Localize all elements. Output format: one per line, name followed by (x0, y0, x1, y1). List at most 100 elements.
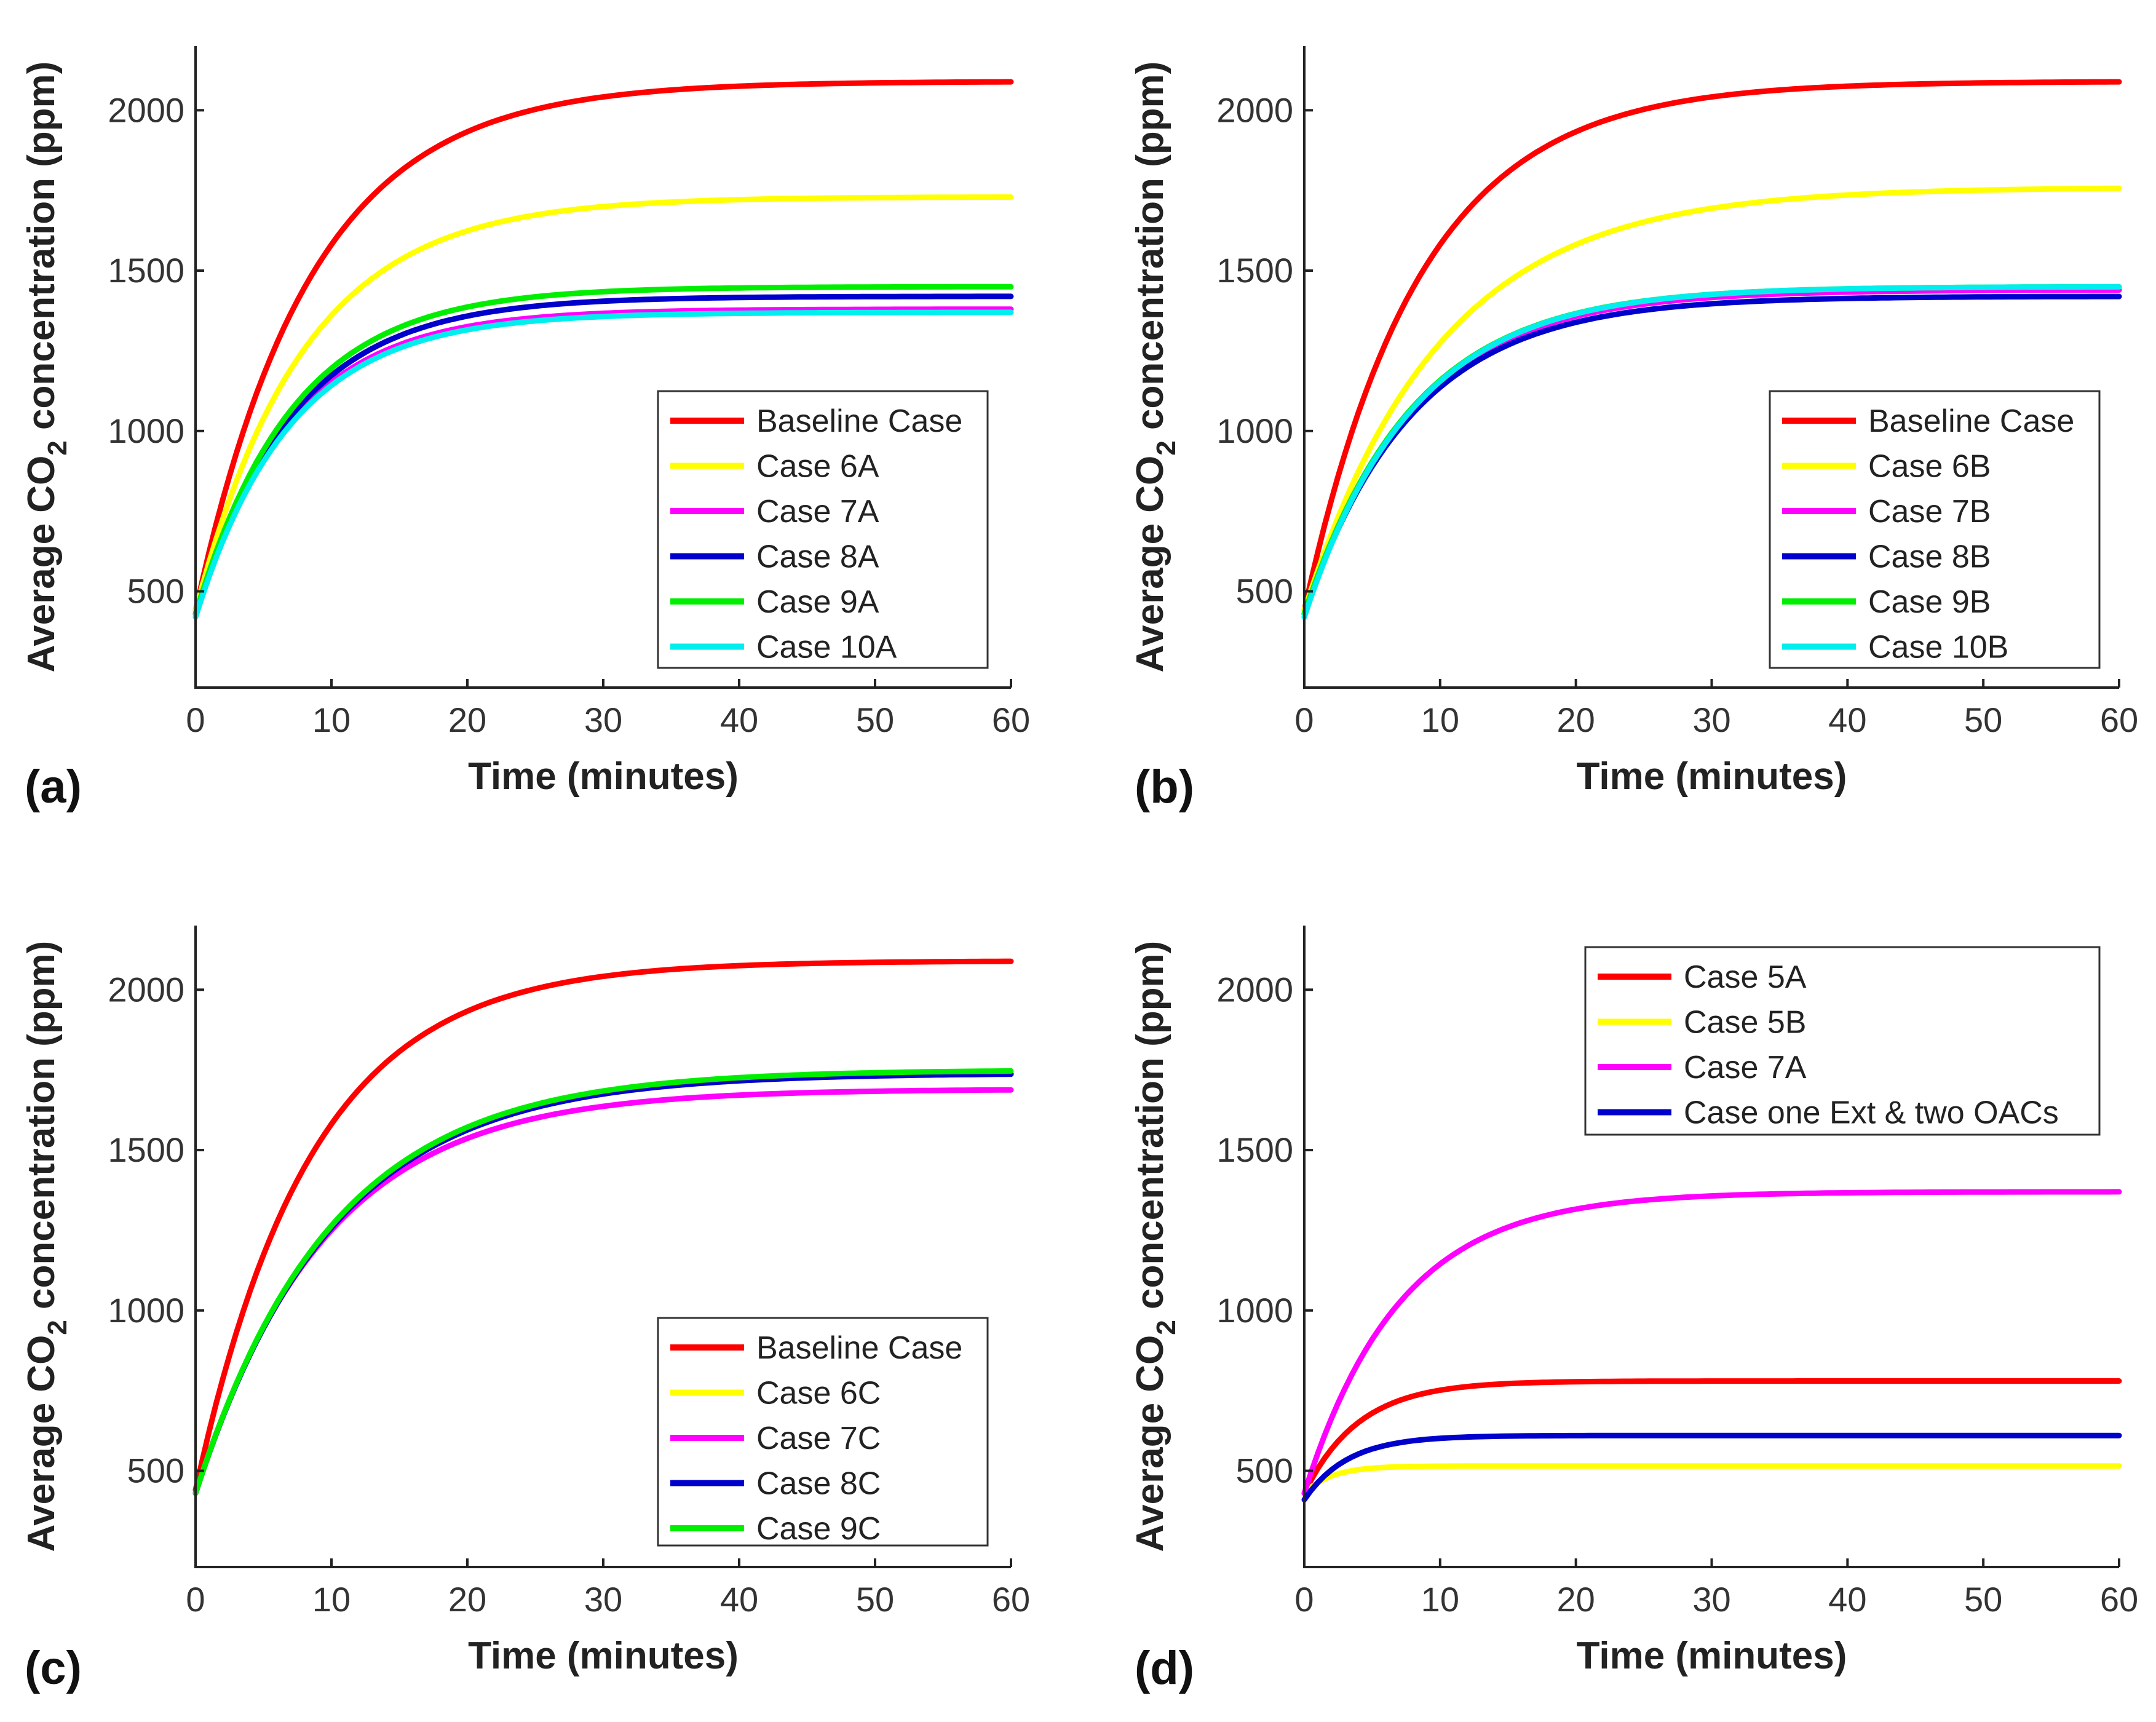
y-axis-label: Average CO2 concentration (ppm) (20, 62, 73, 673)
y-axis-label: Average CO2 concentration (ppm) (20, 941, 73, 1552)
panel-label: (b) (1135, 761, 1194, 813)
y-tick-label: 2000 (108, 970, 184, 1009)
x-tick-label: 0 (1294, 700, 1314, 739)
x-tick-label: 60 (992, 700, 1030, 739)
series-line (192, 958, 1014, 1493)
legend-label: Case 9B (1868, 584, 1991, 620)
x-tick-label: 60 (2100, 700, 2138, 739)
y-tick-label: 1000 (1216, 1291, 1293, 1330)
x-tick-label: 30 (1692, 1580, 1730, 1619)
x-tick-label: 60 (2100, 1580, 2138, 1619)
x-tick-label: 40 (720, 1580, 758, 1619)
y-tick-label: 500 (127, 1451, 184, 1490)
x-tick-label: 40 (720, 700, 758, 739)
x-tick-label: 10 (1421, 1580, 1459, 1619)
legend-box (1769, 390, 2101, 669)
y-tick-label: 2000 (108, 90, 184, 129)
legend-label: Case 10B (1868, 630, 2008, 665)
legend-label: Case 5A (1684, 959, 1807, 995)
y-tick-label: 2000 (1216, 970, 1293, 1009)
y-tick-label: 500 (1236, 572, 1293, 611)
x-tick-label: 30 (1692, 700, 1730, 739)
y-tick-label: 1000 (1216, 411, 1293, 450)
chart-panel-d: 0 10 20 30 40 50 60 500 1000 1500 2000 Time (minute… (1129, 926, 2138, 1694)
series-line (192, 194, 1014, 614)
x-tick-label: 50 (856, 700, 894, 739)
legend-label: Baseline Case (1868, 403, 2074, 439)
panel-label: (c) (25, 1642, 82, 1694)
series-line (192, 309, 1014, 620)
x-tick-label: 0 (1294, 1580, 1314, 1619)
legend-box (657, 390, 989, 669)
legend-box (657, 1317, 989, 1547)
legend: Baseline Case Case 6C Case 7C Case 8C Case 9… (657, 1317, 989, 1547)
x-tick-label: 30 (584, 1580, 622, 1619)
series-line (1301, 284, 2122, 620)
y-tick-label: 500 (127, 572, 184, 611)
legend-label: Case one Ext & two OACs (1684, 1095, 2059, 1131)
y-tick-label: 1500 (108, 251, 184, 290)
y-tick-label: 1500 (1216, 251, 1293, 290)
x-tick-label: 10 (312, 1580, 351, 1619)
legend-label: Case 9C (756, 1511, 881, 1547)
series-line (192, 284, 1014, 617)
x-tick-label: 10 (1421, 700, 1459, 739)
x-axis-label: Time (minutes) (468, 1635, 739, 1677)
legend-label: Case 7A (1684, 1050, 1807, 1085)
x-axis-label: Time (minutes) (1577, 755, 1847, 798)
legend: Baseline Case Case 6A Case 7A Case 8A Case 9… (657, 390, 989, 669)
series-line (192, 293, 1014, 617)
x-tick-label: 30 (584, 700, 622, 739)
x-tick-label: 60 (992, 1580, 1030, 1619)
x-tick-label: 10 (312, 700, 351, 739)
x-axis-label: Time (minutes) (1577, 1635, 1847, 1677)
legend-label: Case 6C (756, 1376, 881, 1411)
x-tick-label: 20 (1557, 1580, 1595, 1619)
legend-label: Case 8B (1868, 539, 1991, 575)
series-line (1301, 185, 2122, 614)
panel-label: (d) (1135, 1642, 1194, 1694)
legend-label: Case 6A (756, 449, 879, 485)
series-line (1301, 79, 2122, 614)
legend-label: Case 7B (1868, 494, 1991, 530)
series-line (192, 79, 1014, 614)
y-tick-label: 500 (1236, 1451, 1293, 1490)
y-axis-label: Average CO2 concentration (ppm) (1129, 62, 1181, 673)
panel-label: (a) (25, 761, 82, 813)
x-tick-label: 50 (1964, 1580, 2002, 1619)
legend-label: Case 8A (756, 539, 879, 575)
chart-panel-b: 0 10 20 30 40 50 60 500 1000 1500 2000 Time (minute… (1129, 46, 2138, 813)
series-line (1301, 1463, 2122, 1496)
x-tick-label: 20 (1557, 700, 1595, 739)
legend-label: Case 7A (756, 494, 879, 530)
x-tick-label: 0 (186, 700, 205, 739)
x-tick-label: 0 (186, 1580, 205, 1619)
x-axis-label: Time (minutes) (468, 755, 739, 798)
series-line (1301, 1189, 2122, 1496)
chart-panel-a: 0 10 20 30 40 50 60 500 1000 1500 2000 Time (minute… (20, 46, 1030, 813)
y-axis-label: Average CO2 concentration (ppm) (1129, 941, 1181, 1552)
y-tick-label: 1500 (108, 1130, 184, 1169)
x-tick-label: 50 (1964, 700, 2002, 739)
legend-label: Baseline Case (756, 1330, 962, 1366)
legend-label: Case 9A (756, 584, 879, 620)
legend-label: Case 6B (1868, 449, 1991, 485)
x-tick-label: 50 (856, 1580, 894, 1619)
legend: Baseline Case Case 6B Case 7B Case 8B Case 9… (1769, 390, 2101, 669)
legend-label: Case 7C (756, 1421, 881, 1456)
y-tick-label: 1500 (1216, 1130, 1293, 1169)
x-tick-label: 20 (448, 1580, 486, 1619)
x-tick-label: 40 (1828, 1580, 1866, 1619)
chart-panel-c: 0 10 20 30 40 50 60 500 1000 1500 2000 Time (minute… (20, 926, 1030, 1694)
y-tick-label: 2000 (1216, 90, 1293, 129)
series-line (1301, 1378, 2122, 1496)
series-line (1301, 293, 2122, 617)
y-tick-label: 1000 (108, 411, 184, 450)
series-line (1301, 1432, 2122, 1502)
legend-label: Baseline Case (756, 403, 962, 439)
legend-label: Case 5B (1684, 1005, 1806, 1041)
legend-label: Case 8C (756, 1466, 881, 1502)
series-line (192, 1068, 1014, 1496)
y-tick-label: 1000 (108, 1291, 184, 1330)
